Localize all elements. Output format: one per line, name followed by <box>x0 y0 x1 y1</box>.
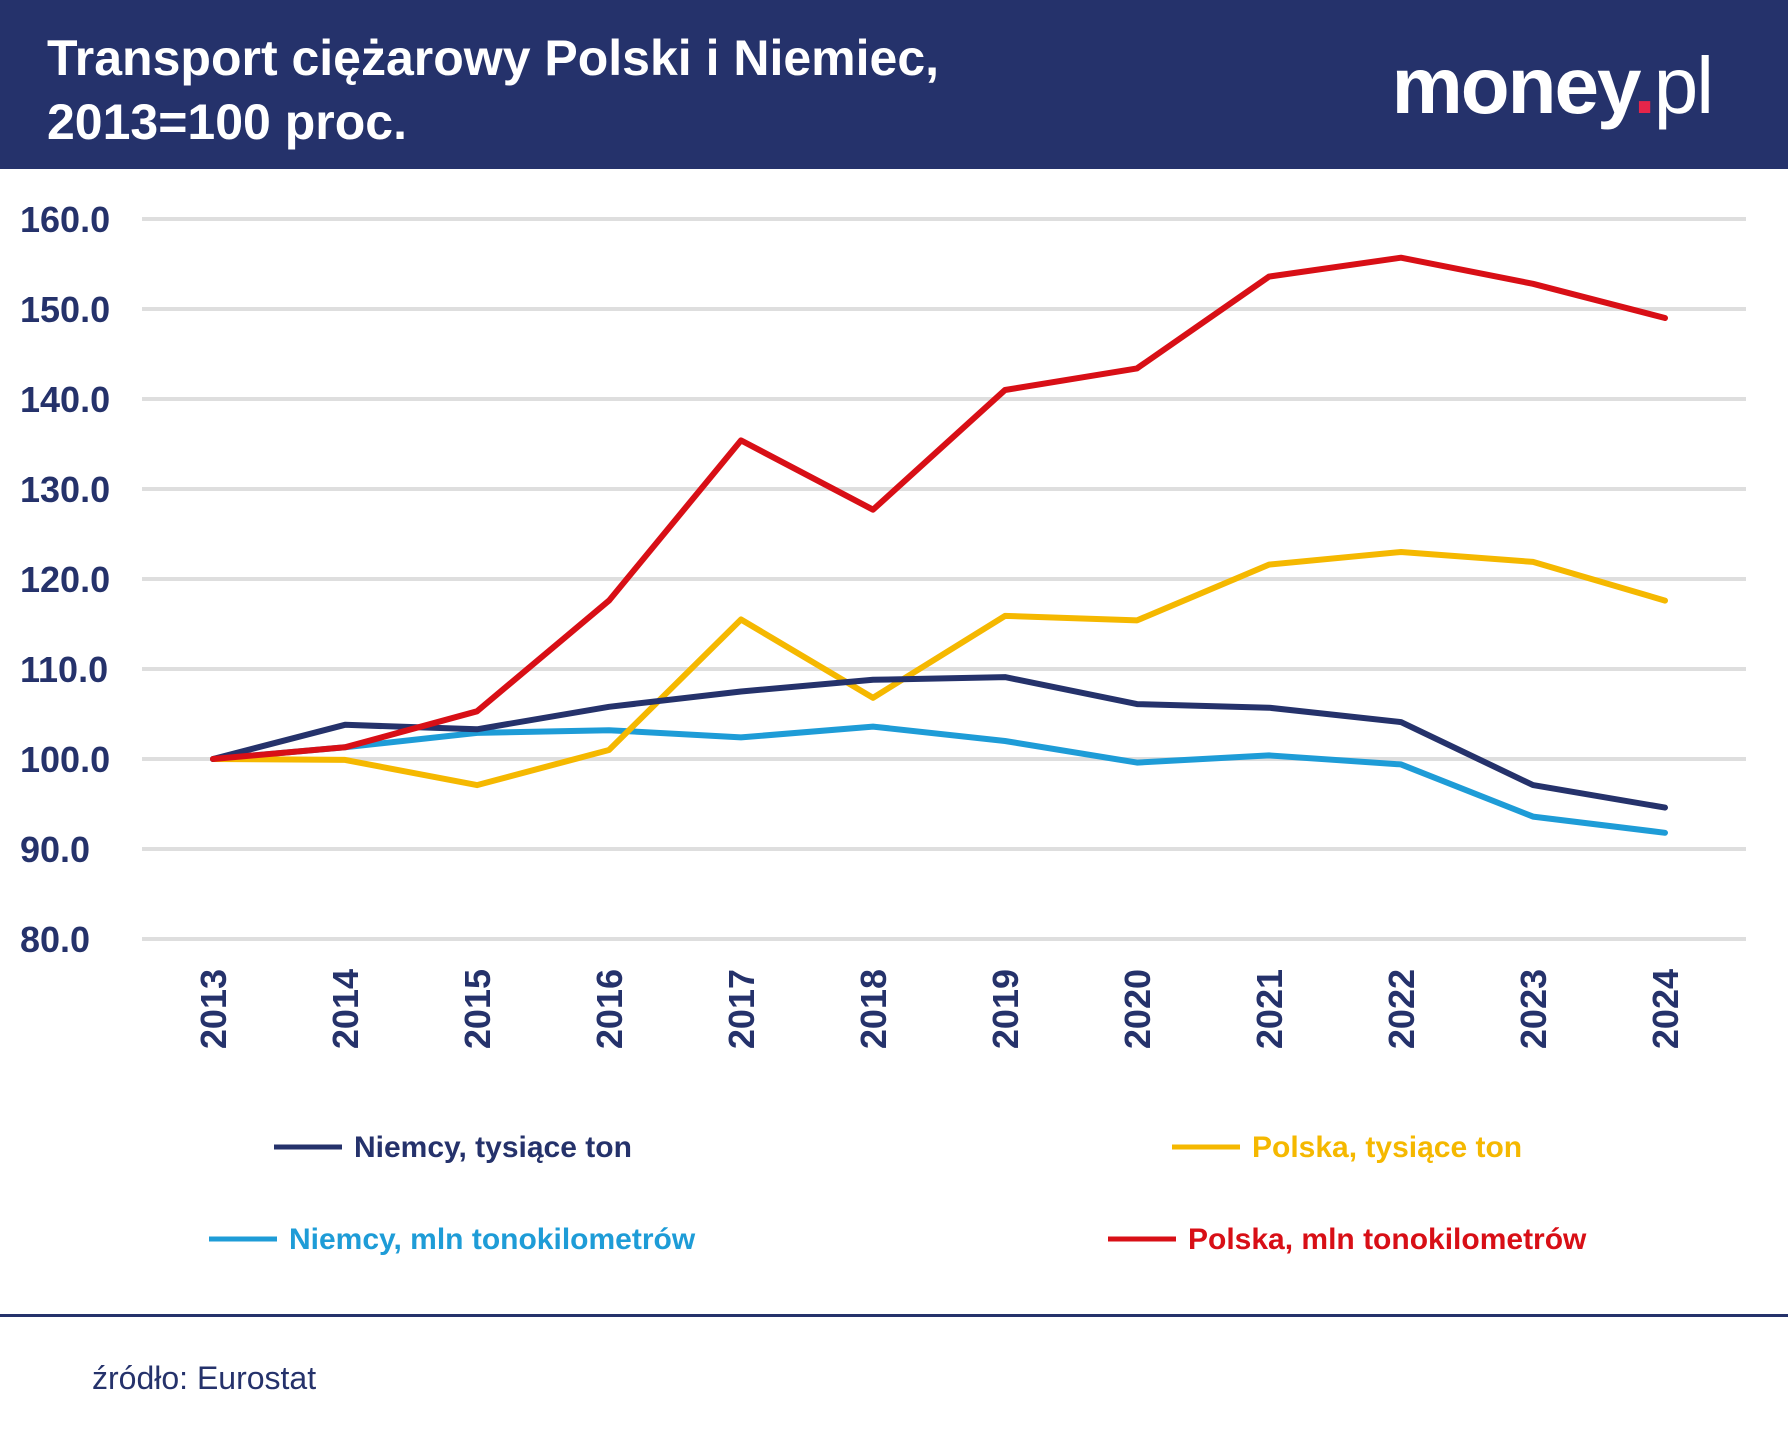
title-line-1: Transport ciężarowy Polski i Niemiec, <box>47 30 940 86</box>
series-line-1 <box>210 549 1668 789</box>
y-tick-label: 90.0 <box>20 829 90 870</box>
series-lines <box>210 254 1668 836</box>
x-tick-label: 2021 <box>1249 969 1290 1049</box>
series-line-0 <box>210 674 1668 811</box>
source-note: źródło: Eurostat <box>92 1360 317 1396</box>
series-line-3 <box>210 254 1668 762</box>
y-tick-label: 110.0 <box>20 649 108 690</box>
gridlines <box>142 217 1746 941</box>
x-tick-label: 2015 <box>457 969 498 1049</box>
x-tick-label: 2023 <box>1513 969 1554 1049</box>
legend-label: Polska, mln tonokilometrów <box>1188 1223 1587 1256</box>
legend-label: Niemcy, tysiące ton <box>354 1131 632 1164</box>
x-tick-label: 2017 <box>721 969 762 1049</box>
title-line-2: 2013=100 proc. <box>47 94 407 150</box>
legend: Niemcy, tysiące ton Polska, tysiące ton Ni… <box>209 1131 1587 1256</box>
header-banner: Transport ciężarowy Polski i Niemiec, 20… <box>0 0 1788 169</box>
x-tick-label: 2022 <box>1381 969 1422 1049</box>
x-tick-label: 2019 <box>985 969 1026 1049</box>
x-tick-label: 2013 <box>193 969 234 1049</box>
x-tick-label: 2016 <box>589 969 630 1049</box>
logo-dot: . <box>1633 41 1656 130</box>
legend-item: Polska, tysiące ton <box>1172 1131 1522 1164</box>
y-tick-label: 160.0 <box>20 199 110 240</box>
x-tick-label: 2020 <box>1117 969 1158 1049</box>
series-line-2 <box>210 723 1668 836</box>
legend-item: Polska, mln tonokilometrów <box>1108 1223 1587 1256</box>
x-tick-label: 2024 <box>1645 969 1686 1049</box>
logo-main: money <box>1391 41 1636 130</box>
legend-label: Niemcy, mln tonokilometrów <box>289 1223 696 1256</box>
y-tick-label: 130.0 <box>20 469 110 510</box>
chart-title: Transport ciężarowy Polski i Niemiec, 20… <box>47 26 1197 154</box>
line-chart: 80.0 90.0 100.0 110.0 120.0 130.0 140.0 150.0 16… <box>20 199 1746 1256</box>
y-tick-label: 150.0 <box>20 289 110 330</box>
y-tick-label: 80.0 <box>20 919 90 960</box>
y-tick-label: 140.0 <box>20 379 110 420</box>
legend-item: Niemcy, tysiące ton <box>274 1131 632 1164</box>
legend-label: Polska, tysiące ton <box>1252 1131 1522 1164</box>
money-pl-logo: money.pl <box>1391 38 1714 134</box>
x-tick-label: 2014 <box>325 969 366 1049</box>
y-tick-label: 100.0 <box>20 739 110 780</box>
x-tick-label: 2018 <box>853 969 894 1049</box>
x-axis: 2013 2014 2015 2016 2017 2018 2019 2020 2021 2022… <box>193 969 1686 1049</box>
footer-divider <box>0 1314 1788 1317</box>
logo-suffix: pl <box>1653 41 1714 130</box>
legend-item: Niemcy, mln tonokilometrów <box>209 1223 696 1256</box>
y-axis: 80.0 90.0 100.0 110.0 120.0 130.0 140.0 150.0 16… <box>20 199 110 960</box>
y-tick-label: 120.0 <box>20 559 110 600</box>
